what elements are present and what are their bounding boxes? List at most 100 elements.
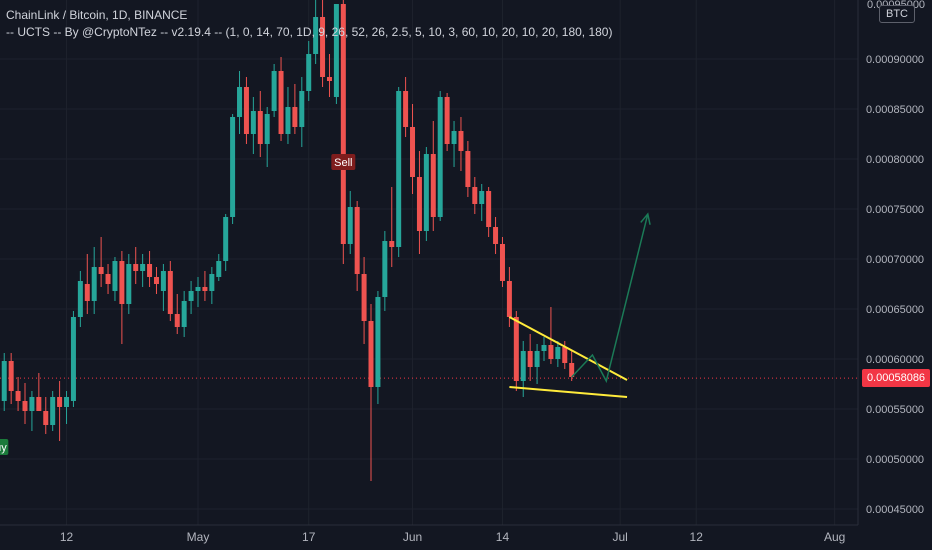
candle-body — [153, 277, 159, 284]
candle-body — [8, 361, 14, 391]
candle-body — [64, 397, 70, 407]
candle-body — [527, 351, 533, 367]
wedge-trendline — [509, 386, 628, 398]
candle-body — [340, 4, 346, 244]
candle-body — [333, 4, 339, 97]
candle-body — [36, 397, 42, 411]
candle-down — [458, 117, 464, 171]
candle-body — [368, 321, 374, 387]
price-tick-label: 0.00085000 — [866, 104, 924, 116]
candle-up — [451, 121, 457, 167]
candle-up — [209, 267, 215, 304]
candle-body — [430, 154, 436, 217]
candle-up — [299, 77, 305, 147]
candle-down — [499, 237, 505, 287]
candle-body — [237, 87, 243, 117]
candle-body — [292, 107, 298, 127]
candle-body — [230, 117, 236, 217]
signals: Buy Sell — [0, 154, 356, 455]
candle-up — [112, 257, 118, 301]
candle-up — [140, 254, 146, 287]
candle-body — [479, 191, 485, 204]
candle-body — [202, 287, 208, 291]
candle-down — [361, 257, 367, 344]
candle-down — [368, 304, 374, 481]
candle-up — [160, 264, 166, 311]
candle-body — [43, 411, 49, 425]
time-axis-labels: 12 May 17 Jun 14 Jul 12 Aug — [60, 530, 845, 544]
candle-body — [326, 77, 332, 81]
candle-down — [153, 267, 159, 294]
candle-body — [50, 397, 56, 425]
candle-down — [133, 247, 139, 284]
candle-down — [354, 201, 360, 291]
candle-down — [57, 381, 63, 441]
candle-body — [534, 351, 540, 367]
sell-signal: Sell — [331, 154, 356, 170]
candle-down — [8, 353, 14, 404]
candle-up — [223, 214, 229, 271]
price-tick-label: 0.00050000 — [866, 454, 924, 466]
buy-signal: Buy — [0, 439, 9, 455]
price-tick-label: 0.00060000 — [866, 354, 924, 366]
candle-down — [389, 187, 395, 267]
candle-up — [64, 391, 70, 424]
candle-up — [271, 64, 277, 117]
sell-label-text: Sell — [334, 157, 352, 169]
candle-up — [375, 291, 381, 404]
candle-body — [223, 217, 229, 261]
time-tick-label: May — [187, 530, 210, 544]
price-tick-label: 0.00075000 — [866, 204, 924, 216]
price-tick-label: 0.00070000 — [866, 254, 924, 266]
candle-body — [188, 291, 194, 301]
candle-down — [84, 254, 90, 314]
buy-label-box — [0, 439, 9, 455]
candle-down — [257, 91, 263, 157]
candle-body — [119, 261, 125, 304]
candle-down — [22, 383, 28, 424]
candle-up — [195, 277, 201, 307]
candle-body — [216, 261, 222, 277]
candle-body — [451, 131, 457, 144]
candle-body — [112, 261, 118, 291]
candle-body — [271, 71, 277, 111]
time-tick-label: Jun — [403, 530, 422, 544]
candle-body — [313, 17, 319, 54]
candle-down — [340, 0, 346, 264]
candle-up — [396, 87, 402, 257]
price-tick-label: 0.00055000 — [866, 404, 924, 416]
candle-up — [382, 231, 388, 311]
candle-body — [375, 297, 381, 387]
indicator-legend[interactable]: -- UCTS -- By @CryptoNTez -- v2.19.4 -- … — [6, 25, 613, 39]
candle-up — [1, 353, 7, 411]
candle-body — [423, 154, 429, 231]
candle-up — [555, 341, 561, 367]
buy-label-text: Buy — [0, 442, 7, 454]
candle-body — [1, 361, 7, 401]
candle-body — [84, 284, 90, 301]
time-tick-label: 17 — [302, 530, 316, 544]
candle-body — [147, 264, 153, 277]
candle-up — [534, 344, 540, 384]
candle-body — [416, 177, 422, 231]
candle-body — [29, 397, 35, 411]
pattern-overlays — [508, 212, 651, 398]
candle-body — [513, 317, 519, 381]
candle-body — [257, 111, 263, 144]
price-tick-label: 0.00080000 — [866, 154, 924, 166]
candle-body — [437, 97, 443, 217]
candle-up — [91, 247, 97, 314]
candle-up — [423, 147, 429, 241]
candle-body — [410, 127, 416, 177]
currency-badge[interactable]: BTC — [879, 5, 915, 23]
candle-down — [465, 141, 471, 197]
candle-body — [444, 97, 450, 144]
wedge-trendline — [508, 316, 628, 381]
candle-up — [50, 391, 56, 431]
candle-down — [472, 177, 478, 214]
candle-body — [389, 241, 395, 247]
candle-down — [15, 377, 21, 411]
sell-label-box — [331, 154, 356, 170]
candles — [1, 0, 575, 481]
